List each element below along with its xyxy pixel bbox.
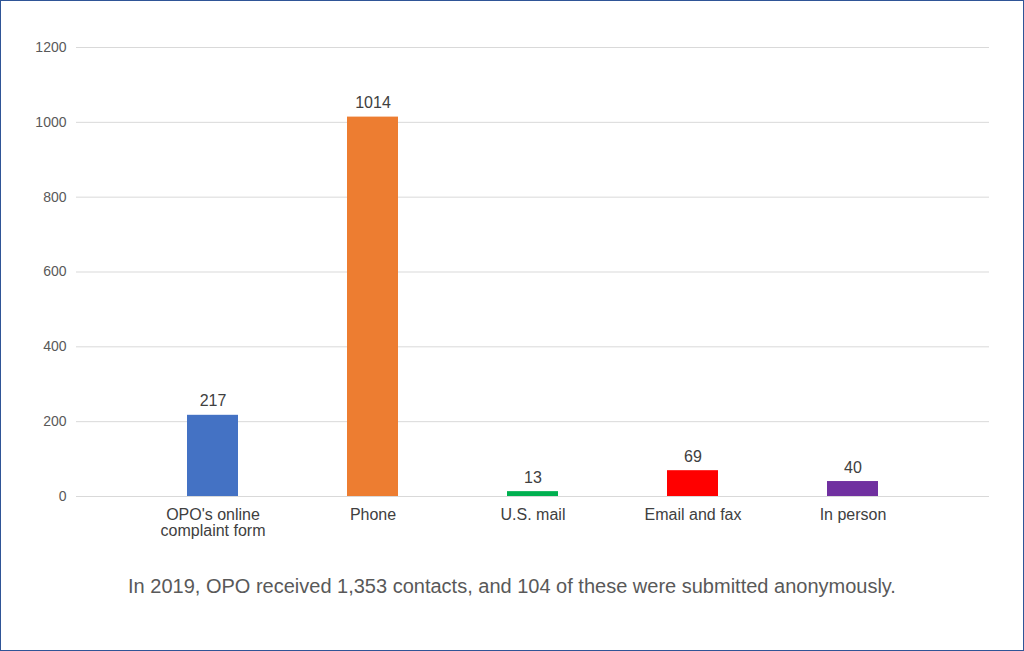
svg-text:1000: 1000 [35, 114, 66, 130]
svg-text:40: 40 [844, 459, 862, 476]
svg-text:U.S. mail: U.S. mail [501, 506, 566, 523]
svg-text:217: 217 [200, 392, 227, 409]
svg-text:In person: In person [820, 506, 887, 523]
svg-text:400: 400 [43, 338, 67, 354]
svg-text:Email and fax: Email and fax [645, 506, 742, 523]
svg-text:200: 200 [43, 413, 67, 429]
svg-text:600: 600 [43, 263, 67, 279]
svg-text:OPO's onlinecomplaint form: OPO's onlinecomplaint form [161, 506, 266, 539]
svg-text:800: 800 [43, 189, 67, 205]
svg-text:0: 0 [59, 488, 67, 504]
svg-text:69: 69 [684, 448, 702, 465]
svg-text:Phone: Phone [350, 506, 396, 523]
html-text:In 2019, OPO received 1,353 co: In 2019, OPO received 1,353 contacts, an… [128, 575, 896, 597]
svg-text:1200: 1200 [35, 39, 66, 55]
svg-text:13: 13 [524, 469, 542, 486]
svg-text:1014: 1014 [355, 94, 391, 111]
